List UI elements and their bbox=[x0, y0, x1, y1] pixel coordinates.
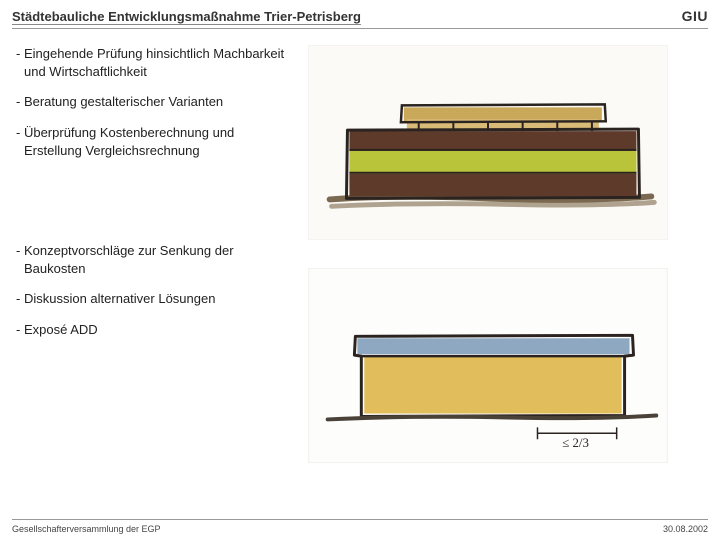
list-item: Eingehende Prüfung hinsichtlich Machbark… bbox=[12, 45, 292, 81]
sketch-image-1 bbox=[308, 45, 668, 240]
list-item: Exposé ADD bbox=[12, 321, 292, 339]
list-item: Diskussion alternativer Lösungen bbox=[12, 290, 292, 308]
bullet-column: Eingehende Prüfung hinsichtlich Machbark… bbox=[12, 45, 292, 463]
bullet-list-bottom: Konzeptvorschläge zur Senkung der Baukos… bbox=[12, 242, 292, 339]
footer-right: 30.08.2002 bbox=[663, 524, 708, 534]
sketch-annotation: ≤ 2/3 bbox=[562, 436, 589, 450]
footer-left: Gesellschafterversammlung der EGP bbox=[12, 524, 161, 534]
sketch-image-2: ≤ 2/3 bbox=[308, 268, 668, 463]
list-item: Konzeptvorschläge zur Senkung der Baukos… bbox=[12, 242, 292, 278]
list-item: Überprüfung Kostenberechnung und Erstell… bbox=[12, 124, 292, 160]
header-divider bbox=[12, 28, 708, 29]
bullet-list-top: Eingehende Prüfung hinsichtlich Machbark… bbox=[12, 45, 292, 160]
list-item: Beratung gestalterischer Varianten bbox=[12, 93, 292, 111]
logo: GIU bbox=[682, 8, 708, 24]
page-title: Städtebauliche Entwicklungsmaßnahme Trie… bbox=[12, 9, 361, 24]
